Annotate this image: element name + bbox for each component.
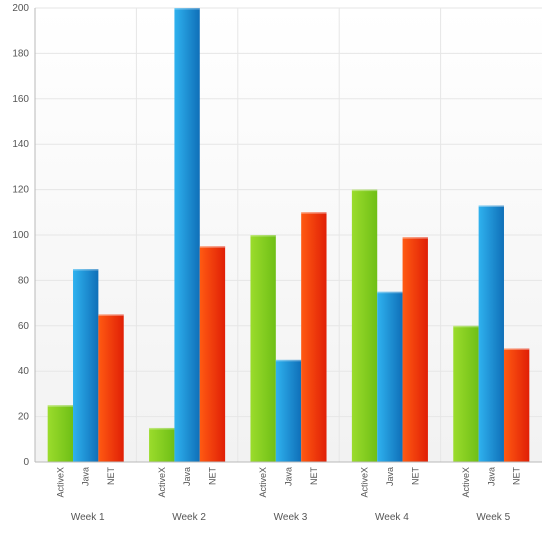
bar-top-highlight: [47, 405, 74, 407]
y-tick-label: 20: [18, 412, 30, 423]
y-tick-label: 140: [12, 139, 29, 150]
bar-top-highlight: [301, 212, 327, 214]
bar-net-5: [503, 348, 530, 462]
x-series-label: ActiveX: [55, 467, 65, 498]
bar-top-highlight: [402, 237, 428, 239]
bar-top-highlight: [174, 8, 200, 10]
x-series-label: Java: [284, 467, 294, 486]
y-tick-label: 40: [18, 366, 30, 377]
bar-top-highlight: [73, 269, 99, 271]
bar-activex-2: [149, 427, 175, 462]
y-tick-label: 160: [12, 94, 29, 105]
x-category-label: Week 5: [476, 512, 510, 523]
x-category-label: Week 4: [375, 512, 409, 523]
axes: [34, 8, 542, 463]
y-tick-label: 60: [18, 321, 30, 332]
x-category-label: Week 3: [274, 512, 308, 523]
bar-activex-1: [47, 405, 74, 462]
y-tick-label: 200: [12, 3, 29, 14]
x-series-label: Java: [385, 467, 395, 486]
x-series-label: ActiveX: [157, 467, 167, 498]
bar-activex-5: [453, 325, 479, 462]
x-series-label: ActiveX: [258, 467, 268, 498]
bar-java-5: [478, 205, 504, 463]
bar-top-highlight: [453, 325, 479, 328]
bar-top-highlight: [275, 359, 302, 362]
bar-net-2: [199, 246, 226, 462]
x-series-label: Java: [486, 467, 496, 486]
x-category-label: Week 2: [172, 512, 206, 523]
x-series-label: NET: [106, 466, 116, 485]
bar-top-highlight: [351, 189, 378, 192]
y-tick-label: 100: [12, 230, 29, 241]
bars: [47, 8, 530, 463]
y-tick-label: 180: [12, 48, 29, 59]
bar-top-highlight: [377, 291, 403, 294]
x-series-label: Java: [182, 467, 192, 486]
x-series-label: NET: [207, 466, 217, 485]
y-tick-label: 0: [23, 457, 29, 468]
bar-top-highlight: [250, 235, 276, 237]
bar-top-highlight: [478, 205, 504, 207]
bar-java-3: [275, 359, 302, 462]
bar-top-highlight: [149, 427, 175, 430]
bar-java-4: [377, 291, 403, 462]
bar-activex-4: [351, 189, 378, 462]
bar-net-1: [98, 314, 124, 462]
bar-net-4: [402, 237, 428, 462]
bar-java-2: [174, 8, 200, 462]
bar-top-highlight: [199, 246, 226, 248]
tick-labels: 0 20 40 60 80 100 120 140 160 180 200 ActiveX Java NE…: [12, 3, 521, 523]
bar-java-1: [73, 269, 99, 462]
x-series-label: ActiveX: [461, 467, 471, 498]
x-series-label: NET: [410, 466, 420, 485]
x-series-label: NET: [309, 466, 319, 485]
x-series-label: NET: [512, 466, 522, 485]
bar-net-3: [301, 212, 327, 462]
bar-top-highlight: [98, 314, 124, 316]
x-category-label: Week 1: [71, 512, 105, 523]
x-series-label: Java: [81, 467, 91, 486]
bar-top-highlight: [503, 348, 530, 350]
y-tick-label: 120: [12, 185, 29, 196]
bar-activex-3: [250, 235, 276, 462]
y-tick-label: 80: [18, 275, 30, 286]
x-series-label: ActiveX: [360, 467, 370, 498]
